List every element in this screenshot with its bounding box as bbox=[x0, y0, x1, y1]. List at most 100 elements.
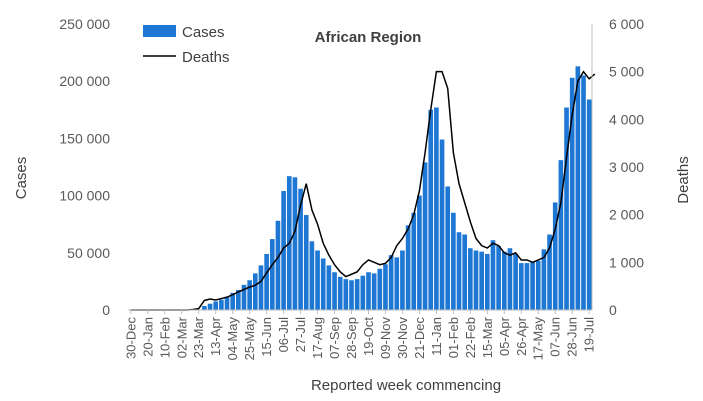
x-tick-label: 21-Dec bbox=[412, 317, 427, 359]
cases-bar bbox=[241, 284, 247, 310]
x-tick-label: 19-Oct bbox=[361, 317, 376, 356]
x-tick-label: 15-Mar bbox=[480, 316, 495, 358]
cases-bar bbox=[581, 75, 586, 310]
cases-bar bbox=[207, 303, 213, 310]
cases-bar bbox=[552, 202, 558, 310]
cases-bar bbox=[343, 279, 349, 310]
cases-bar bbox=[337, 276, 343, 310]
x-tick-label: 25-May bbox=[242, 317, 257, 361]
cases-bar bbox=[541, 249, 547, 310]
cases-bar bbox=[518, 263, 524, 310]
cases-bar bbox=[569, 77, 575, 311]
cases-bar bbox=[439, 139, 445, 310]
cases-bar bbox=[445, 186, 451, 310]
cases-bar bbox=[309, 241, 315, 310]
x-tick-label: 09-Nov bbox=[378, 317, 393, 359]
cases-bar bbox=[422, 162, 428, 310]
y2-tick-label: 3 000 bbox=[609, 159, 644, 175]
x-tick-label: 27-Jul bbox=[293, 317, 308, 353]
cases-bar bbox=[332, 272, 337, 310]
y-tick-label: 100 000 bbox=[59, 188, 110, 204]
x-tick-label: 05-Apr bbox=[497, 316, 512, 356]
cases-bar bbox=[383, 264, 388, 310]
x-tick-label: 01-Feb bbox=[446, 317, 461, 358]
cases-bar bbox=[281, 191, 286, 310]
cases-bar bbox=[547, 234, 552, 310]
y-tick-label: 200 000 bbox=[59, 73, 110, 89]
cases-bar bbox=[451, 212, 456, 310]
left-axis-ticks: 0 50 000 100 000 150 000 200 000 250 000 bbox=[59, 16, 110, 318]
cases-bar bbox=[558, 160, 564, 310]
cases-bar bbox=[564, 107, 569, 310]
cases-bar bbox=[388, 255, 394, 310]
cases-bar bbox=[298, 188, 303, 310]
cases-bar bbox=[349, 280, 354, 310]
chart-title: African Region bbox=[315, 29, 422, 46]
cases-bar bbox=[360, 275, 366, 310]
x-tick-label: 28-Sep bbox=[344, 317, 359, 359]
legend-cases-label: Cases bbox=[182, 24, 225, 41]
cases-bar bbox=[535, 260, 541, 310]
cases-bar bbox=[405, 225, 411, 310]
cases-bar bbox=[462, 234, 467, 310]
cases-bar bbox=[320, 258, 326, 310]
x-tick-label: 15-Jun bbox=[259, 317, 274, 357]
cases-bar bbox=[326, 265, 332, 310]
deaths-line bbox=[130, 70, 596, 311]
x-tick-label: 19-Jul bbox=[582, 317, 597, 353]
x-tick-label: 20-Jan bbox=[140, 317, 155, 357]
x-tick-label: 10-Feb bbox=[157, 317, 172, 358]
cases-bar bbox=[394, 257, 400, 310]
y2-tick-label: 6 000 bbox=[609, 16, 644, 32]
x-tick-label: 30-Nov bbox=[395, 317, 410, 359]
cases-bar bbox=[428, 109, 434, 310]
y2-axis-label: Deaths bbox=[675, 156, 692, 204]
x-tick-label: 02-Mar bbox=[174, 316, 189, 358]
cases-bar bbox=[269, 239, 275, 310]
cases-bar bbox=[253, 273, 258, 310]
x-tick-label: 07-Jun bbox=[548, 317, 563, 357]
x-tick-label: 11-Jan bbox=[429, 317, 444, 356]
x-tick-label: 17-May bbox=[531, 317, 546, 361]
cases-bars bbox=[196, 66, 592, 311]
cases-bar bbox=[230, 292, 235, 310]
y2-tick-label: 5 000 bbox=[609, 64, 644, 80]
cases-bar bbox=[575, 66, 581, 310]
cases-bar bbox=[366, 272, 371, 310]
cases-bar bbox=[479, 251, 484, 310]
cases-bar bbox=[417, 195, 422, 310]
cases-bar bbox=[524, 263, 530, 310]
cases-bar bbox=[473, 250, 479, 310]
cases-bar bbox=[490, 240, 496, 310]
x-tick-label: 28-Jun bbox=[565, 317, 580, 357]
x-tick-label: 26-Apr bbox=[514, 316, 529, 356]
cases-bar bbox=[264, 253, 269, 310]
cases-bar bbox=[400, 250, 405, 310]
cases-bar bbox=[496, 245, 501, 310]
x-tick-label: 04-May bbox=[225, 317, 240, 361]
cases-bar bbox=[377, 268, 383, 310]
cases-bar bbox=[219, 299, 224, 310]
y-tick-label: 150 000 bbox=[59, 130, 110, 146]
cases-bar bbox=[456, 232, 462, 310]
x-tick-label: 30-Dec bbox=[123, 317, 138, 359]
x-tick-label: 06-Jul bbox=[276, 317, 291, 353]
cases-bar bbox=[224, 296, 230, 310]
x-axis-ticks: 30-Dec 20-Jan 10-Feb 02-Mar 23-Mar 13-Apr 04-M… bbox=[123, 310, 597, 361]
cases-bar bbox=[213, 301, 219, 310]
cases-bar bbox=[468, 248, 473, 310]
cases-bar bbox=[485, 253, 490, 310]
y-tick-label: 250 000 bbox=[59, 16, 110, 32]
cases-bar bbox=[530, 261, 535, 310]
x-tick-label: 22-Feb bbox=[463, 317, 478, 358]
legend-cases-swatch bbox=[143, 25, 176, 37]
y-axis-label: Cases bbox=[13, 157, 30, 200]
cases-bar bbox=[513, 253, 518, 310]
cases-bar bbox=[315, 250, 320, 310]
cases-bar bbox=[303, 215, 309, 310]
y2-tick-label: 1 000 bbox=[609, 254, 644, 270]
cases-bar bbox=[202, 306, 207, 310]
x-tick-label: 23-Mar bbox=[191, 316, 206, 358]
y2-tick-label: 0 bbox=[609, 302, 617, 318]
